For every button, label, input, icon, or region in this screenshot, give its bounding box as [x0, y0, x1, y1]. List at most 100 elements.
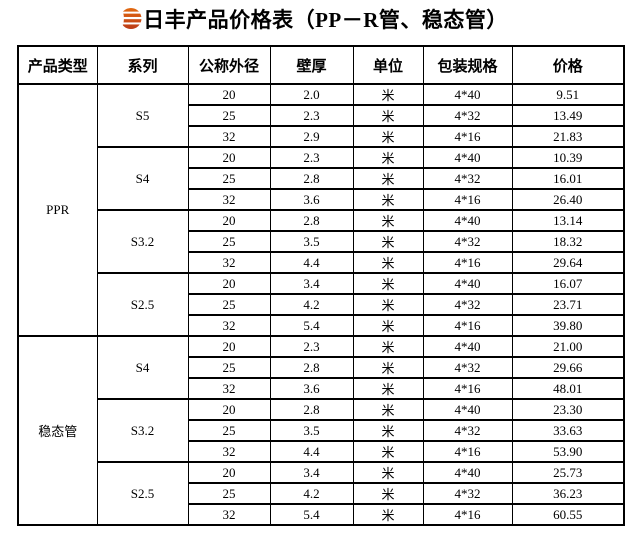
price-cell: 29.66: [511, 356, 625, 379]
series-cell: S2.5: [96, 461, 189, 526]
wall-cell: 5.4: [269, 314, 354, 337]
table-row: 稳态管 S4 20 2.3 米 4*40 21.00: [17, 335, 625, 526]
od-cell: 32: [187, 440, 271, 463]
od-cell: 20: [187, 272, 271, 295]
wall-cell: 3.6: [269, 188, 354, 211]
price-cell: 9.51: [511, 83, 625, 106]
pack-cell: 4*16: [422, 377, 513, 400]
unit-cell: 米: [352, 503, 424, 526]
series-cell: S2.5: [96, 272, 189, 337]
table-row: 25 4.2 米 4*32 36.23: [18, 482, 625, 505]
wall-cell: 2.3: [269, 335, 354, 358]
price-cell: 16.01: [511, 167, 625, 190]
price-cell: 48.01: [511, 377, 625, 400]
unit-cell: 米: [352, 293, 424, 316]
wall-cell: 2.9: [269, 125, 354, 148]
table-row: S3.2 20 2.8 米 4*40 23.30: [18, 398, 625, 463]
pack-cell: 4*40: [422, 83, 513, 106]
series-cell: S3.2: [96, 209, 189, 274]
wall-cell: 4.2: [269, 293, 354, 316]
unit-cell: 米: [352, 188, 424, 211]
header-unit: 单位: [352, 45, 424, 85]
header-row: 产品类型 系列 公称外径 壁厚 单位 包装规格 价格: [17, 45, 625, 85]
od-cell: 20: [187, 461, 271, 484]
wall-cell: 3.4: [269, 272, 354, 295]
pack-cell: 4*40: [422, 272, 513, 295]
pack-cell: 4*32: [422, 167, 513, 190]
title-text: 日丰产品价格表（PP－R管、稳态管）: [143, 8, 508, 32]
od-cell: 20: [187, 83, 271, 106]
pack-cell: 4*32: [422, 419, 513, 442]
wall-cell: 4.2: [269, 482, 354, 505]
price-cell: 21.00: [511, 335, 625, 358]
price-cell: 13.14: [511, 209, 625, 232]
pack-cell: 4*16: [422, 251, 513, 274]
table-row: 32 5.4 米 4*16 60.55: [18, 503, 625, 526]
wall-cell: 2.3: [269, 104, 354, 127]
unit-cell: 米: [352, 167, 424, 190]
pack-cell: 4*32: [422, 293, 513, 316]
od-cell: 20: [187, 335, 271, 358]
price-cell: 16.07: [511, 272, 625, 295]
price-cell: 33.63: [511, 419, 625, 442]
pack-cell: 4*16: [422, 440, 513, 463]
series-cell: S4: [96, 335, 189, 400]
od-cell: 32: [187, 314, 271, 337]
wall-cell: 3.5: [269, 419, 354, 442]
unit-cell: 米: [352, 83, 424, 106]
wall-cell: 2.8: [269, 398, 354, 421]
unit-cell: 米: [352, 230, 424, 253]
wall-cell: 3.5: [269, 230, 354, 253]
od-cell: 25: [187, 356, 271, 379]
header-series: 系列: [96, 45, 189, 85]
price-cell: 10.39: [511, 146, 625, 169]
unit-cell: 米: [352, 104, 424, 127]
table-row: 32 4.4 米 4*16 29.64: [18, 251, 625, 274]
od-cell: 20: [187, 209, 271, 232]
product-type-cell: PPR: [17, 83, 98, 337]
price-cell: 18.32: [511, 230, 625, 253]
product-type-cell: 稳态管: [17, 335, 98, 526]
unit-cell: 米: [352, 377, 424, 400]
wall-cell: 3.4: [269, 461, 354, 484]
series-cell: S5: [96, 83, 189, 148]
table-row: 25 2.3 米 4*32 13.49: [18, 104, 625, 127]
od-cell: 32: [187, 251, 271, 274]
wall-cell: 4.4: [269, 251, 354, 274]
header-product-type: 产品类型: [17, 45, 98, 85]
pack-cell: 4*40: [422, 461, 513, 484]
wall-cell: 4.4: [269, 440, 354, 463]
pack-cell: 4*40: [422, 398, 513, 421]
od-cell: 25: [187, 167, 271, 190]
wall-cell: 2.3: [269, 146, 354, 169]
header-pack-spec: 包装规格: [422, 45, 513, 85]
unit-cell: 米: [352, 125, 424, 148]
pack-cell: 4*40: [422, 146, 513, 169]
wall-cell: 2.8: [269, 209, 354, 232]
wall-cell: 5.4: [269, 503, 354, 526]
pack-cell: 4*40: [422, 209, 513, 232]
header-outer-diameter: 公称外径: [187, 45, 271, 85]
header-price: 价格: [511, 45, 625, 85]
table-row: 32 3.6 米 4*16 48.01: [18, 377, 625, 400]
price-table: 产品类型 系列 公称外径 壁厚 单位 包装规格 价格 PPR S5 20 2.0…: [17, 45, 625, 526]
unit-cell: 米: [352, 335, 424, 358]
price-cell: 29.64: [511, 251, 625, 274]
rifeng-logo-icon: [115, 7, 143, 30]
unit-cell: 米: [352, 251, 424, 274]
od-cell: 25: [187, 293, 271, 316]
pack-cell: 4*32: [422, 230, 513, 253]
wall-cell: 3.6: [269, 377, 354, 400]
od-cell: 32: [187, 377, 271, 400]
pack-cell: 4*40: [422, 335, 513, 358]
wall-cell: 2.8: [269, 356, 354, 379]
wall-cell: 2.8: [269, 167, 354, 190]
wall-cell: 2.0: [269, 83, 354, 106]
price-cell: 23.30: [511, 398, 625, 421]
table-row: 25 3.5 米 4*32 33.63: [18, 419, 625, 442]
table-row: 32 5.4 米 4*16 39.80: [18, 314, 625, 337]
table-row: PPR S5 20 2.0 米 4*40 9.51: [17, 83, 625, 337]
price-cell: 25.73: [511, 461, 625, 484]
price-cell: 36.23: [511, 482, 625, 505]
